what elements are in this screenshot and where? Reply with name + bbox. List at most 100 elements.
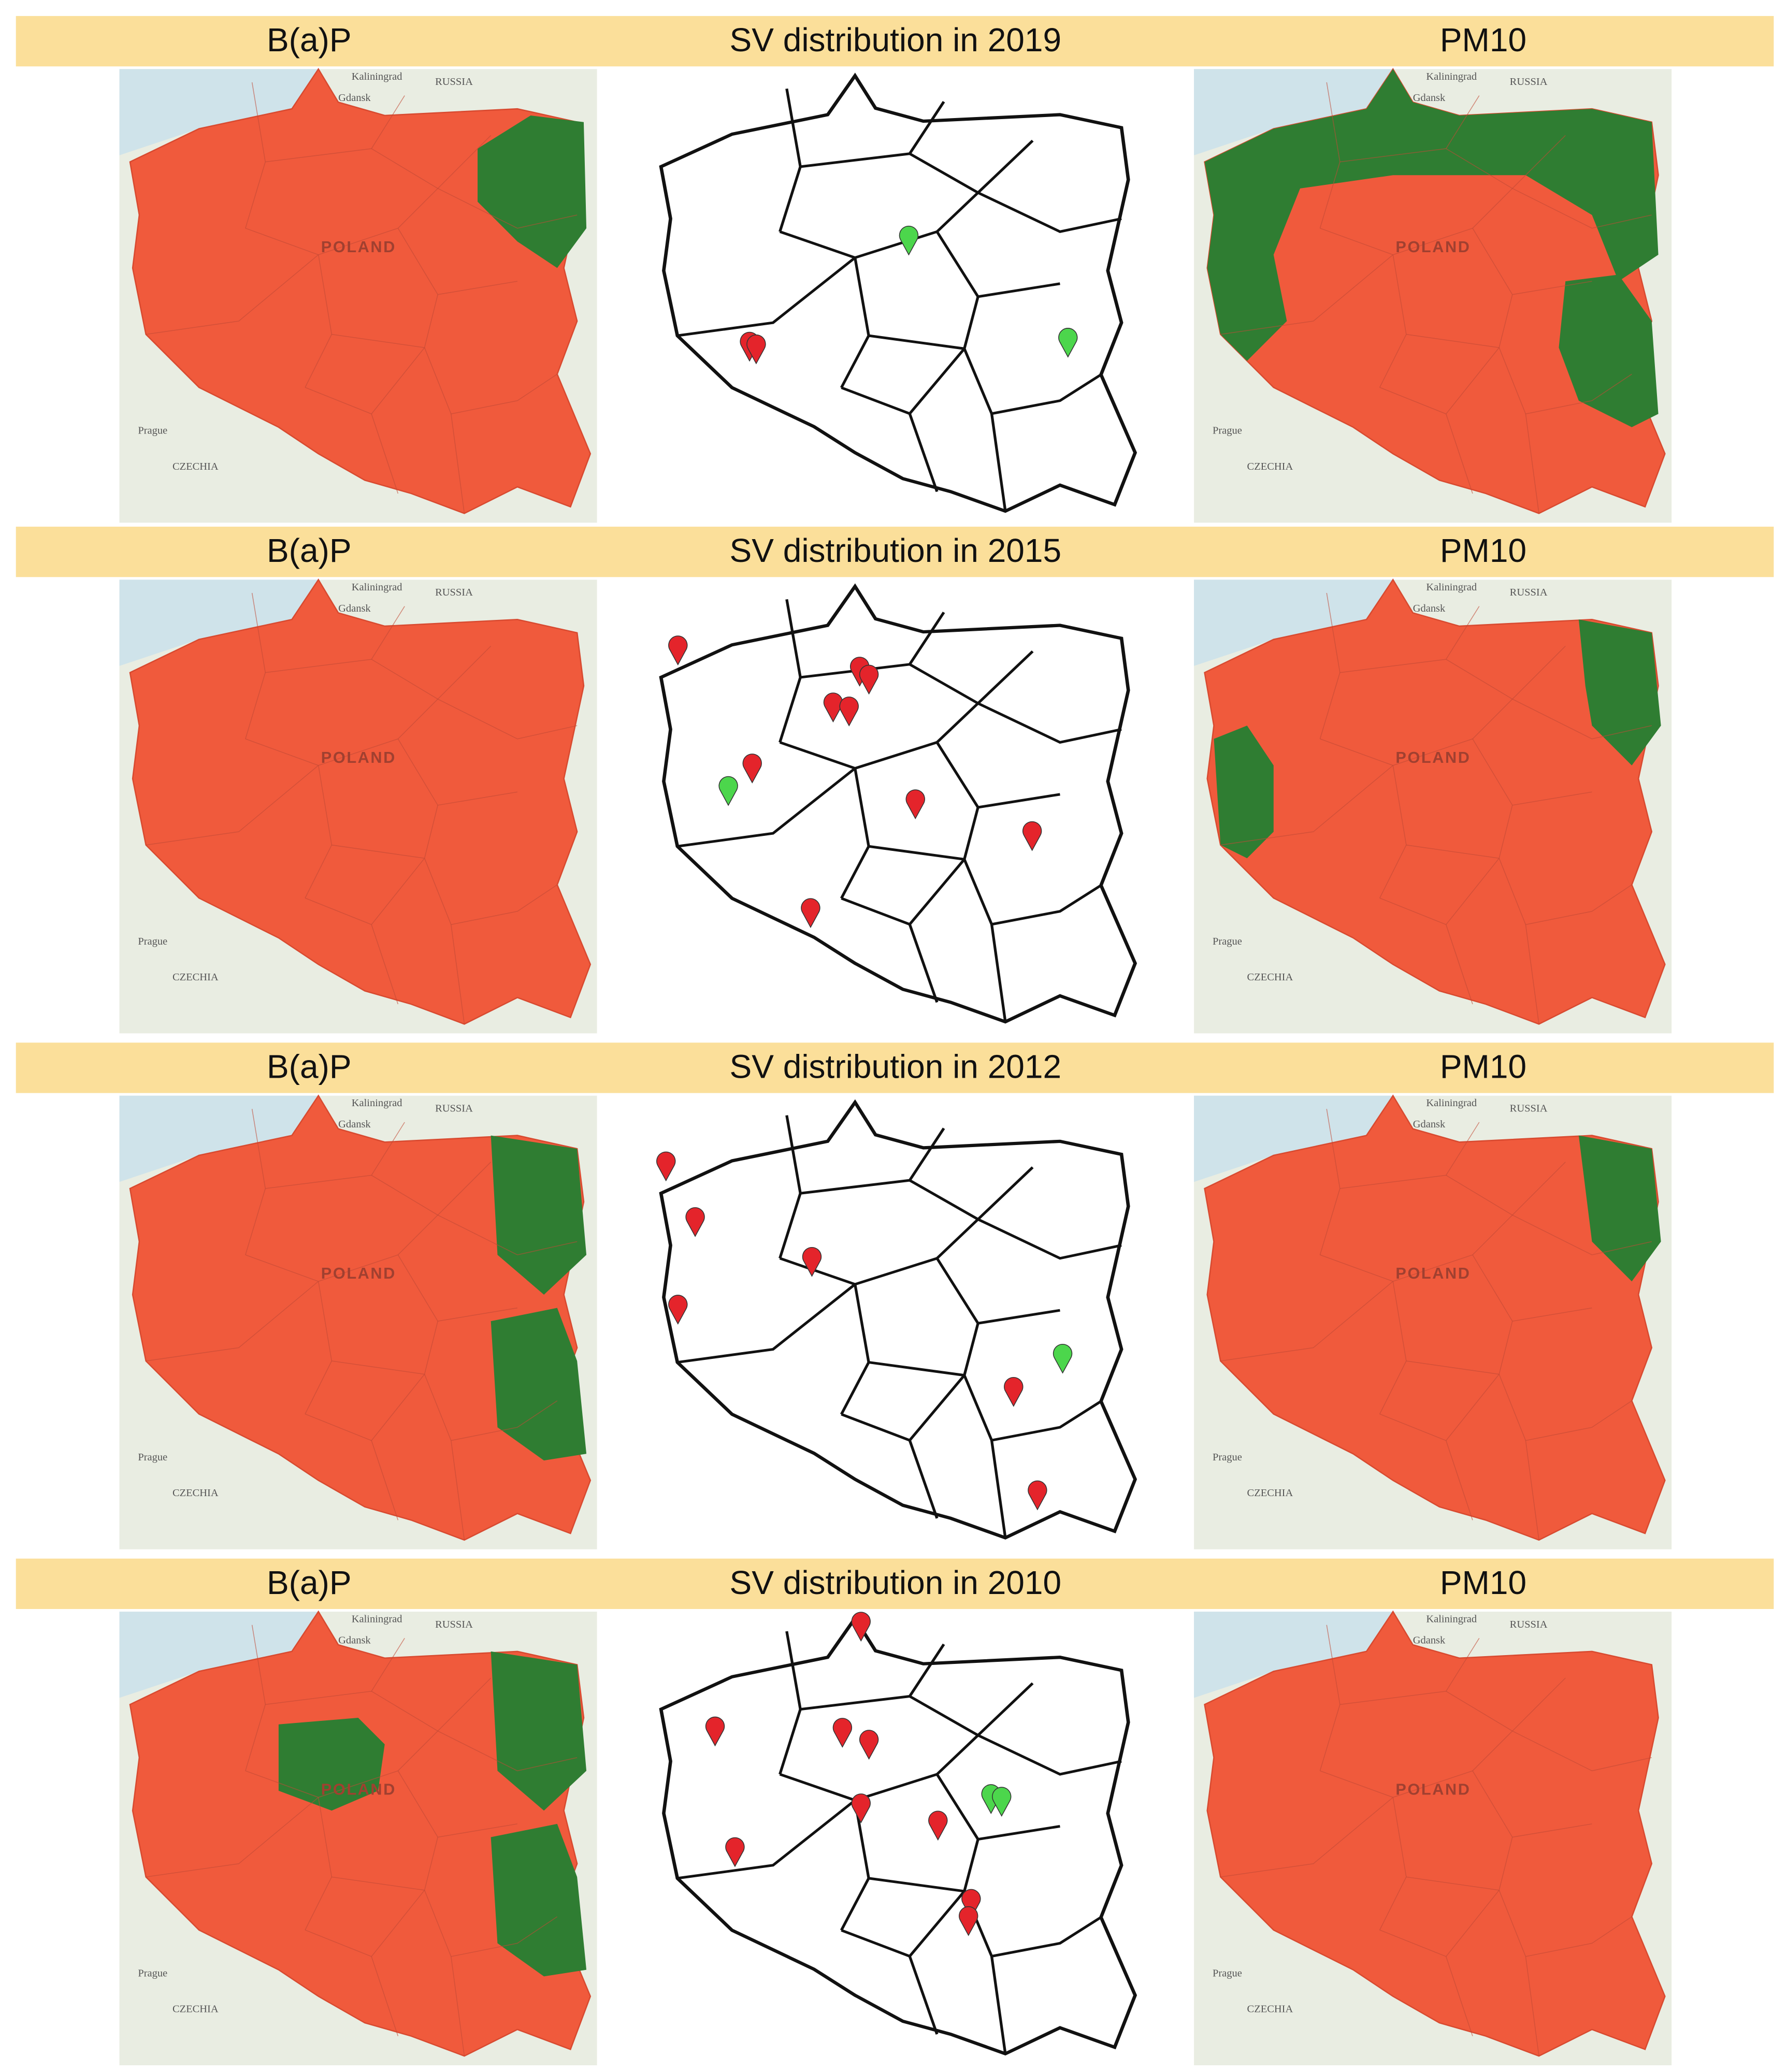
map-label: RUSSIA	[1510, 587, 1548, 598]
country-outline	[659, 583, 1137, 1024]
region-border	[1512, 188, 1652, 229]
right-title: PM10	[1440, 21, 1526, 59]
map-label: RUSSIA	[435, 587, 473, 598]
pollution-map: Kaliningrad RUSSIA Gdansk POLAND Prague CZECH…	[119, 67, 597, 523]
region-border	[1525, 1440, 1539, 1540]
site-pin	[859, 664, 879, 695]
region-border	[1498, 1890, 1632, 1957]
region-border	[1512, 699, 1652, 740]
sea	[1194, 579, 1393, 666]
center-title: SV distribution in 2015	[730, 532, 1062, 569]
region-border	[371, 414, 399, 494]
map-label: POLAND	[321, 748, 396, 766]
pollution-map: Kaliningrad RUSSIA Gdansk POLAND Prague CZECH…	[1194, 578, 1672, 1034]
map-label: POLAND	[1395, 748, 1471, 766]
region-green	[491, 1135, 587, 1295]
right-title: PM10	[1440, 1048, 1526, 1085]
country-outline	[659, 73, 1137, 513]
region-border	[1525, 924, 1539, 1024]
country-red	[1204, 1094, 1666, 1541]
header-band	[16, 16, 1774, 67]
pollution-map: Kaliningrad RUSSIA Gdansk POLAND Prague CZECH…	[1194, 1094, 1672, 1549]
map-label: CZECHIA	[1247, 461, 1293, 472]
region-border	[1446, 1956, 1473, 2036]
center-title: SV distribution in 2010	[730, 1564, 1062, 1601]
map-label: Prague	[1213, 1452, 1242, 1463]
region-green	[1559, 274, 1659, 427]
region-border	[908, 1955, 939, 2035]
region-border	[977, 702, 1122, 744]
region-border	[677, 1283, 856, 1364]
site-pin	[832, 1718, 853, 1748]
map-label: Kaliningrad	[352, 582, 402, 593]
region-border	[963, 348, 1102, 415]
map-label: CZECHIA	[172, 2004, 219, 2015]
region-border	[437, 1214, 578, 1255]
sv-map	[659, 583, 1137, 1024]
region-border	[935, 1773, 1060, 1841]
region-green	[491, 1308, 587, 1461]
pollution-map: Kaliningrad RUSSIA Gdansk POLAND Prague CZECH…	[1194, 1610, 1672, 2066]
site-pin	[1058, 328, 1078, 358]
region-green	[491, 1823, 587, 1977]
header-band	[16, 526, 1774, 577]
region-border	[1512, 1730, 1652, 1772]
map-label: RUSSIA	[1510, 1103, 1548, 1114]
map-label: Prague	[138, 1967, 167, 1979]
site-pin	[839, 697, 859, 727]
region-border	[371, 1956, 399, 2036]
site-pin	[851, 1793, 871, 1823]
region-green	[1204, 69, 1659, 361]
map-label: Kaliningrad	[1426, 1614, 1477, 1625]
region-border	[841, 858, 965, 926]
site-pin	[742, 754, 762, 784]
region-border	[935, 1257, 1060, 1325]
region-border	[1320, 188, 1513, 255]
sv-map	[656, 1099, 1137, 1540]
region-border	[146, 254, 319, 335]
region-border	[1220, 765, 1393, 846]
region-border	[424, 1890, 558, 1957]
region-border	[779, 702, 979, 770]
region-border	[146, 1797, 319, 1878]
region-border	[371, 924, 399, 1005]
region-border	[779, 599, 802, 743]
region-border	[908, 924, 939, 1003]
region-border	[779, 88, 802, 233]
country-outline	[659, 1099, 1137, 1540]
site-pin	[905, 789, 925, 820]
region-border	[424, 858, 558, 925]
map-label: Prague	[1213, 936, 1242, 947]
region-green	[478, 115, 587, 268]
site-pin	[705, 1716, 725, 1747]
map-label: POLAND	[321, 1264, 396, 1282]
site-pin	[1053, 1343, 1073, 1374]
region-border	[990, 1956, 1007, 2054]
region-border	[977, 1218, 1122, 1260]
region-green	[1578, 1135, 1661, 1282]
sea	[1194, 1612, 1393, 1698]
region-border	[908, 1440, 939, 1519]
map-label: CZECHIA	[1247, 972, 1293, 983]
region-border	[990, 413, 1007, 512]
map-label: Gdansk	[338, 1119, 371, 1130]
map-label: POLAND	[321, 238, 396, 256]
region-border	[1446, 1440, 1473, 1520]
pollution-map: Kaliningrad RUSSIA Gdansk POLAND Prague CZECH…	[119, 578, 597, 1034]
site-pin	[656, 1151, 676, 1182]
map-label: Kaliningrad	[1426, 1097, 1477, 1109]
site-pin	[802, 1247, 822, 1277]
region-border	[1525, 1956, 1539, 2056]
left-title: B(a)P	[267, 532, 352, 569]
map-label: Gdansk	[338, 603, 371, 614]
country-outline	[659, 1615, 1137, 2056]
sea	[1194, 1095, 1393, 1182]
region-border	[963, 859, 1102, 926]
header-band	[16, 1558, 1774, 1609]
region-border	[1498, 347, 1632, 415]
site-pin	[668, 1295, 688, 1325]
site-pin	[992, 1787, 1012, 1817]
outline-group	[659, 1615, 1137, 2056]
map-label: RUSSIA	[1510, 1619, 1548, 1630]
region-border	[800, 1643, 945, 1711]
